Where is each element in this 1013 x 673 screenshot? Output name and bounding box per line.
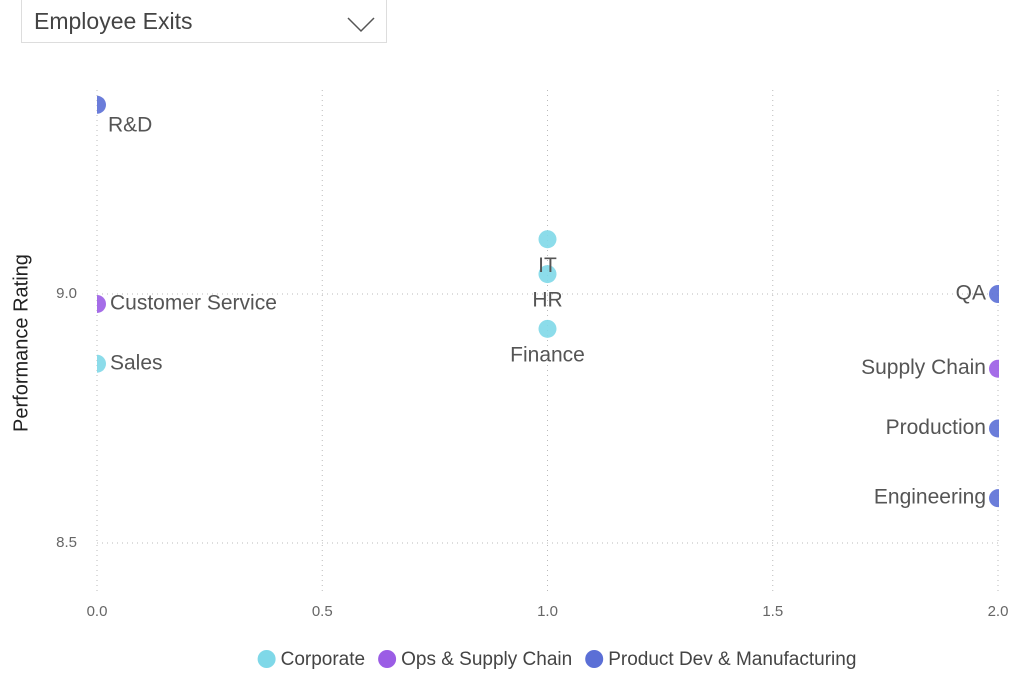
point	[97, 354, 106, 373]
data-label: HR	[532, 289, 562, 312]
point	[538, 230, 557, 249]
legend-label: Ops & Supply Chain	[401, 649, 572, 670]
point	[538, 319, 557, 338]
y-tick-label: 9.0	[56, 285, 77, 302]
x-tick-label: 0.5	[312, 603, 333, 620]
x-tick-label: 2.0	[988, 603, 1009, 620]
data-label: Production	[886, 416, 986, 439]
x-tick-label: 1.5	[762, 603, 783, 620]
x-tick-label: 0.0	[87, 603, 108, 620]
data-label: R&D	[108, 113, 152, 136]
data-label: Finance	[510, 343, 585, 366]
point	[989, 489, 999, 508]
legend-marker	[585, 650, 604, 668]
x-tick-label: 1.0	[537, 603, 558, 620]
dropdown-value: Employee Exits	[34, 8, 193, 34]
point	[97, 294, 106, 313]
legend-marker	[257, 650, 276, 668]
data-label: Engineering	[874, 486, 986, 509]
data-label: Supply Chain	[861, 356, 986, 379]
legend-marker	[378, 650, 397, 668]
data-label: Sales	[110, 351, 163, 374]
dropdown-arrow	[347, 17, 375, 33]
legend-label: Product Dev & Manufacturing	[608, 649, 856, 670]
point	[989, 419, 999, 438]
data-label: QA	[956, 282, 986, 305]
point	[97, 95, 106, 114]
point	[989, 285, 999, 303]
data-label: Customer Service	[110, 292, 277, 315]
legend-label: Corporate	[281, 649, 366, 670]
data-label: IT	[538, 254, 557, 277]
dropdown[interactable]: Employee Exits	[21, 0, 387, 43]
point	[989, 359, 999, 378]
y-tick-label: 8.5	[56, 534, 77, 551]
point	[538, 265, 557, 284]
y-axis-title: Performance Rating	[10, 254, 32, 432]
